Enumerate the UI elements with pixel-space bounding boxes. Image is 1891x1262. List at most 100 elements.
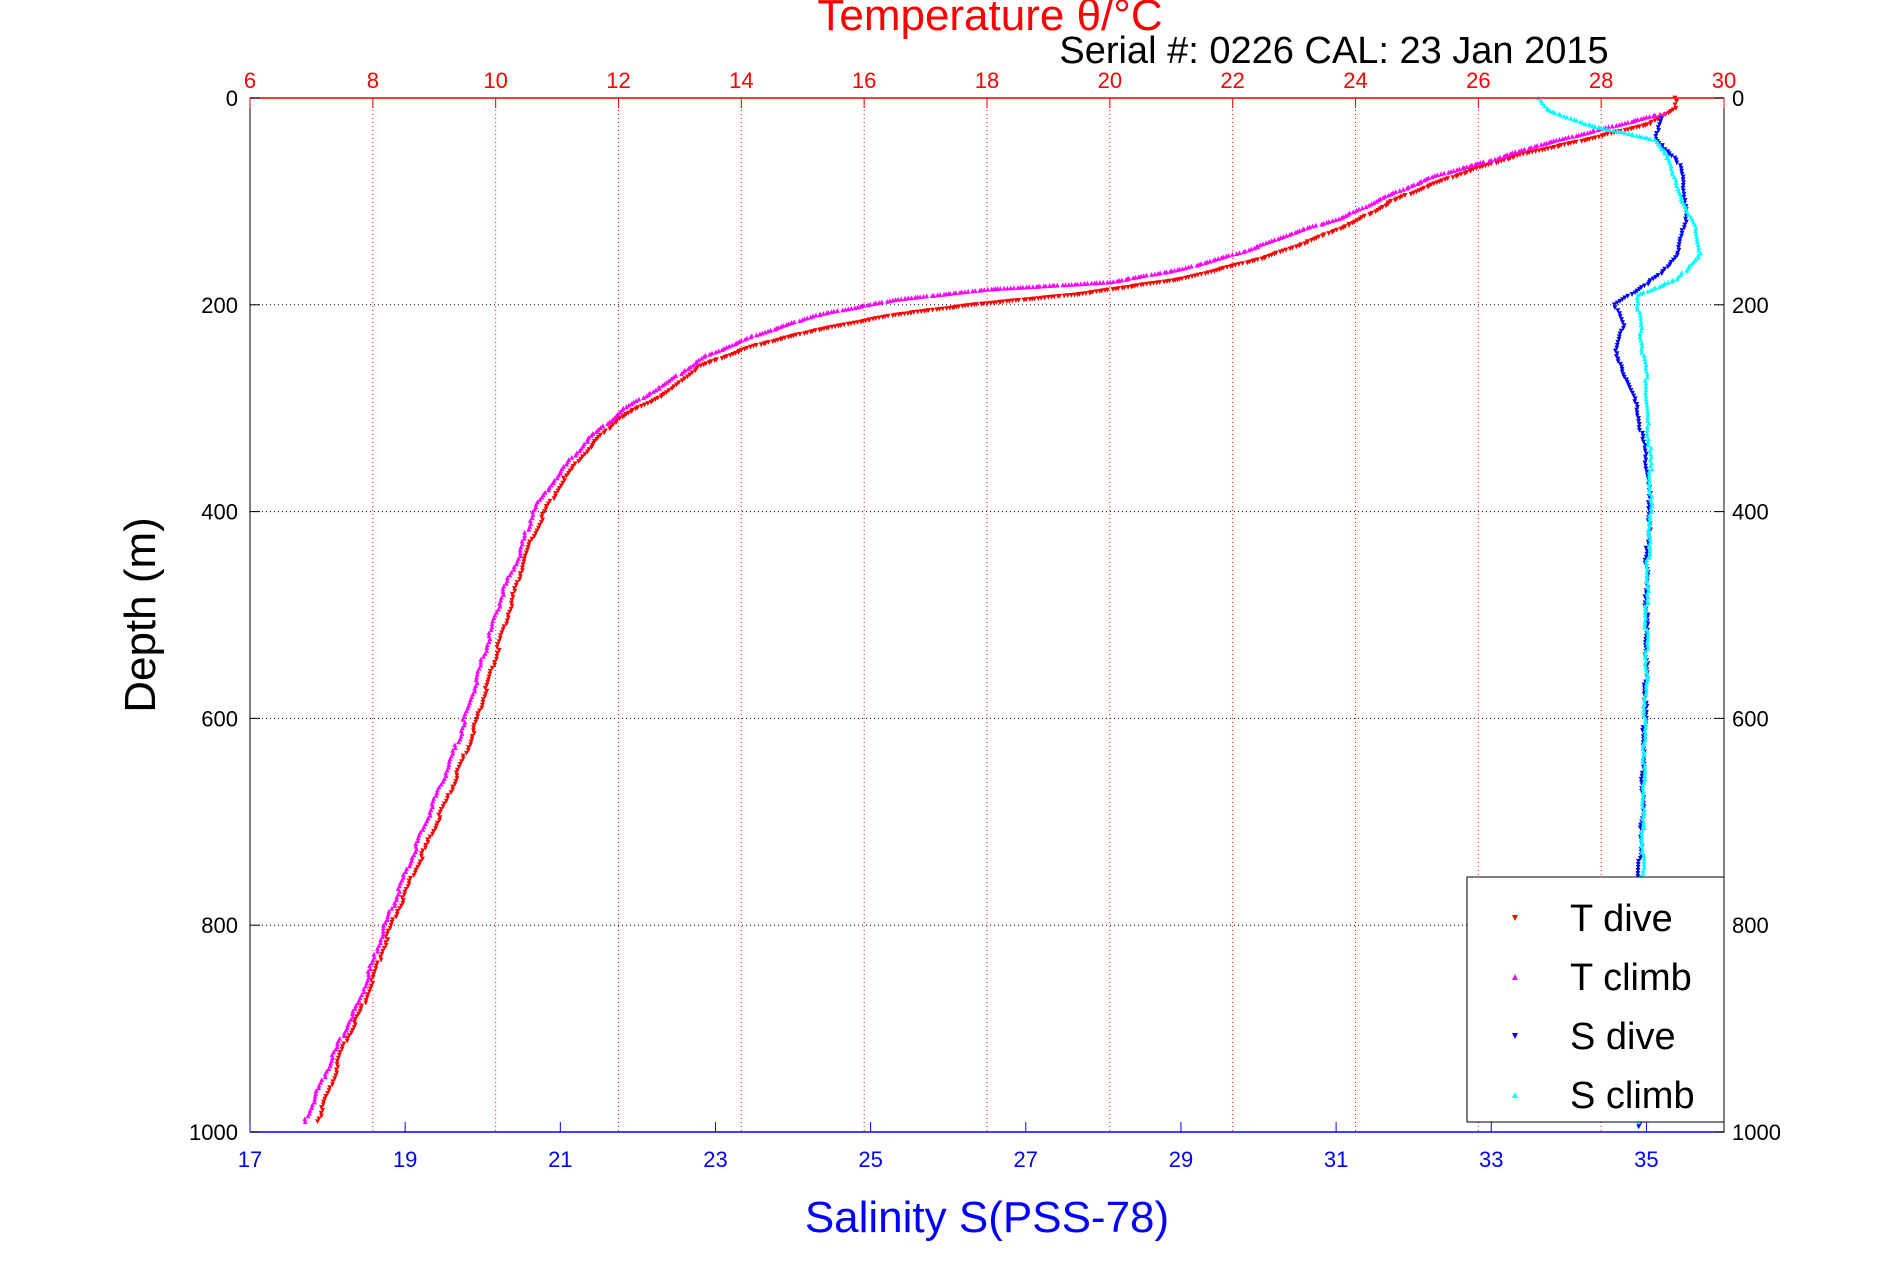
data-point <box>1681 180 1686 185</box>
data-point <box>373 963 379 969</box>
data-point <box>1175 267 1181 273</box>
data-point <box>1669 153 1674 159</box>
data-point <box>1620 297 1625 303</box>
data-point <box>474 671 480 677</box>
data-point <box>397 880 403 886</box>
data-point <box>1313 222 1319 228</box>
data-point <box>1277 249 1283 255</box>
data-point <box>733 341 738 347</box>
data-point <box>651 389 656 394</box>
data-point <box>468 739 474 745</box>
data-point <box>1680 185 1686 191</box>
data-point <box>1628 387 1634 393</box>
data-point <box>1673 180 1679 185</box>
data-point <box>333 1073 339 1079</box>
data-point <box>921 293 926 299</box>
data-point <box>789 320 795 326</box>
data-point <box>1641 697 1647 703</box>
data-point <box>940 306 946 312</box>
data-point <box>712 358 718 364</box>
data-point <box>1641 712 1647 718</box>
data-point <box>1293 230 1298 235</box>
data-point <box>1623 130 1628 136</box>
data-point <box>1211 257 1216 263</box>
data-point <box>522 532 528 538</box>
data-point <box>1654 131 1659 136</box>
data-point <box>569 454 575 460</box>
salinity-tick-label: 33 <box>1479 1147 1503 1172</box>
data-point <box>748 344 753 350</box>
data-point <box>1657 122 1662 127</box>
data-point <box>312 1096 318 1102</box>
data-point <box>352 1019 358 1025</box>
data-point <box>341 1033 347 1039</box>
data-point <box>1373 209 1379 215</box>
data-point <box>1240 261 1245 267</box>
data-point <box>1640 816 1646 822</box>
data-point <box>1665 264 1671 270</box>
data-point <box>302 1116 308 1122</box>
data-point <box>824 310 830 316</box>
data-point <box>511 567 517 572</box>
data-point <box>455 767 460 773</box>
data-point <box>1237 250 1242 256</box>
data-point <box>1629 119 1635 125</box>
data-point <box>1642 773 1648 779</box>
data-point <box>1673 183 1679 188</box>
data-point <box>1647 512 1653 518</box>
data-point <box>400 897 406 903</box>
data-point <box>420 848 426 854</box>
data-point <box>1129 284 1134 290</box>
data-point <box>438 781 444 787</box>
data-point <box>1642 776 1648 782</box>
data-point <box>485 680 490 686</box>
data-point <box>1652 136 1658 142</box>
data-point <box>497 636 503 642</box>
data-point <box>902 296 908 302</box>
data-point <box>1650 276 1656 282</box>
data-point <box>997 300 1003 305</box>
data-point <box>307 1107 313 1113</box>
temperature-tick-label: 22 <box>1220 68 1244 93</box>
data-point <box>1047 283 1053 288</box>
data-point <box>1552 110 1558 116</box>
series-t-climb <box>302 111 1667 1125</box>
data-point <box>1333 217 1339 223</box>
data-point <box>536 525 541 531</box>
data-point <box>1557 136 1562 142</box>
data-point <box>312 1099 317 1105</box>
data-point <box>1651 286 1656 292</box>
data-point <box>433 823 439 829</box>
data-point <box>1681 191 1687 197</box>
data-point <box>378 957 384 963</box>
data-point <box>543 506 549 512</box>
data-point <box>1612 302 1617 308</box>
data-point <box>416 862 422 867</box>
data-point <box>1650 113 1656 119</box>
data-point <box>1634 407 1640 413</box>
data-point <box>489 624 495 630</box>
data-point <box>1641 289 1646 295</box>
data-point <box>1154 280 1160 286</box>
legend-marker <box>1512 915 1518 921</box>
data-point <box>403 869 409 875</box>
data-point <box>1659 271 1665 277</box>
data-point <box>1642 356 1648 361</box>
data-point <box>1644 566 1650 572</box>
data-point <box>1049 294 1055 300</box>
data-point <box>1369 201 1374 207</box>
data-point <box>397 906 403 912</box>
data-point <box>564 473 569 479</box>
data-point <box>962 289 968 295</box>
data-point <box>1694 233 1699 239</box>
data-point <box>1622 120 1628 126</box>
data-point <box>370 980 376 986</box>
data-point <box>1680 174 1686 180</box>
data-point <box>427 812 433 818</box>
data-point <box>1186 264 1191 270</box>
data-point <box>1266 239 1272 245</box>
data-point <box>433 793 439 798</box>
data-point <box>1639 779 1644 785</box>
data-point <box>1618 361 1623 367</box>
data-point <box>1272 237 1277 243</box>
